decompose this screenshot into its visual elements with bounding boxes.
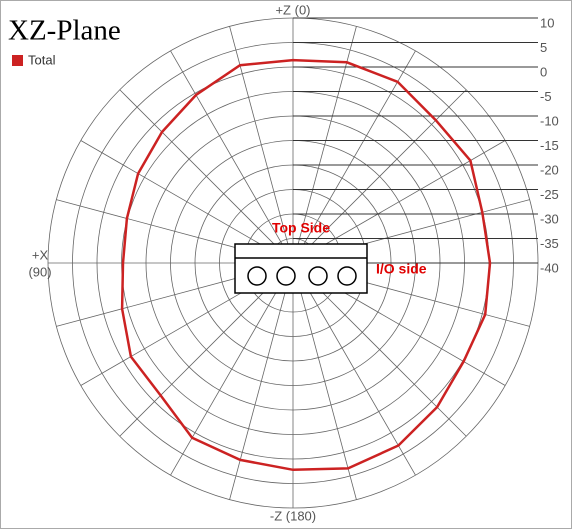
r-tick-label: -15 xyxy=(540,138,559,153)
angle-label: -Z (180) xyxy=(270,508,316,523)
grid-spoke xyxy=(170,50,294,264)
grid-spoke xyxy=(292,26,357,264)
r-tick-label: -30 xyxy=(540,211,559,226)
grid-spoke xyxy=(80,140,294,264)
r-tick-label: -25 xyxy=(540,187,559,202)
grid-spoke xyxy=(170,262,294,476)
angle-label: (90) xyxy=(28,264,51,279)
chart-title: XZ-Plane xyxy=(8,15,121,47)
plot xyxy=(120,58,492,472)
legend-label: Total xyxy=(28,52,56,67)
grid-spoke xyxy=(292,50,416,264)
grid-spoke xyxy=(119,89,294,264)
r-tick-label: -20 xyxy=(540,162,559,177)
annotation: I/O side xyxy=(376,261,427,277)
angle-label: +Z (0) xyxy=(275,2,310,17)
series-line xyxy=(120,58,492,472)
r-tick-label: 5 xyxy=(540,40,547,55)
port xyxy=(276,266,296,286)
r-tick-label: 0 xyxy=(540,64,547,79)
port xyxy=(337,266,357,286)
port xyxy=(247,266,267,286)
r-tick-label: -5 xyxy=(540,89,552,104)
r-tick-label: 10 xyxy=(540,15,554,30)
grid-spoke xyxy=(292,262,357,500)
port xyxy=(308,266,328,286)
device xyxy=(234,243,368,294)
annotation: Top Side xyxy=(272,220,330,236)
r-tick-label: -40 xyxy=(540,260,559,275)
angle-label: +X xyxy=(32,247,49,262)
grid-spoke xyxy=(292,262,416,476)
r-tick-label: -35 xyxy=(540,236,559,251)
r-tick-label: -10 xyxy=(540,113,559,128)
grid-spoke xyxy=(292,89,467,264)
legend-swatch xyxy=(12,55,23,66)
